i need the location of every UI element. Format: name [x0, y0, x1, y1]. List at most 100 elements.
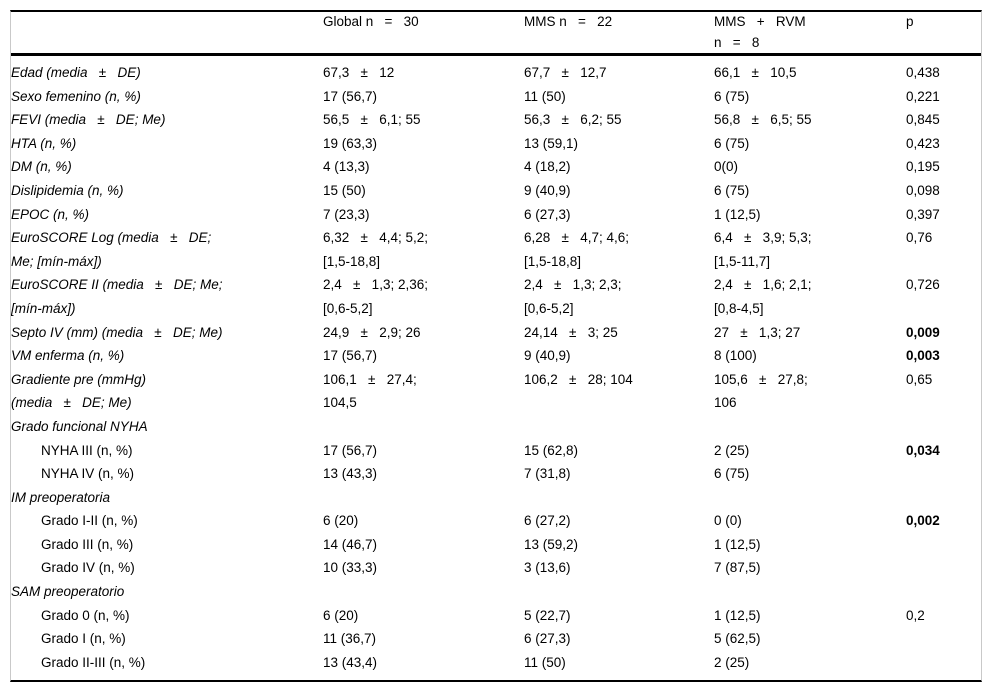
row-label: Grado IV (n, %) — [41, 560, 135, 576]
table-row-grado-ii-iii: Grado II-III (n, %) 13 (43,4) 11 (50) 2 … — [11, 651, 981, 681]
row-label: Gradiente pre (mmHg) (media ± DE; Me) — [11, 371, 147, 411]
cell-global: 19 (63,3) — [323, 135, 378, 151]
cell-mms: 56,3 ± 6,2; 55 — [524, 112, 622, 128]
cell-global: 15 (50) — [323, 182, 366, 198]
cell-p — [906, 533, 981, 557]
cell-mms-rvm: 6 (75) — [714, 135, 750, 151]
cell-mms: 9 (40,9) — [524, 348, 571, 364]
cell-mms: 11 (50) — [524, 88, 566, 104]
cell-mms: 13 (59,2) — [524, 536, 579, 552]
cell-mms-rvm: 1 (12,5) — [714, 607, 761, 623]
cell-p: 0,034 — [906, 442, 940, 458]
cell-global: 17 (56,7) — [323, 88, 378, 104]
cell-p: 0,397 — [906, 206, 940, 222]
table-row-gradiente-pre: Gradiente pre (mmHg) (media ± DE; Me) 10… — [11, 368, 981, 415]
cell-mms-rvm — [714, 415, 906, 439]
cell-p — [906, 486, 981, 510]
cell-mms: 3 (13,6) — [524, 560, 571, 576]
cell-mms: 6 (27,2) — [524, 513, 571, 529]
cell-mms-rvm — [714, 580, 906, 604]
cell-mms-rvm: 1 (12,5) — [714, 206, 761, 222]
cell-p — [906, 580, 981, 604]
cell-mms-rvm: 0(0) — [714, 159, 739, 175]
cell-mms-rvm: 66,1 ± 10,5 — [714, 65, 797, 80]
cell-p: 0,2 — [906, 607, 925, 623]
cell-p: 0,009 — [906, 324, 940, 340]
row-label: Grado 0 (n, %) — [41, 607, 130, 623]
cell-mms-rvm: 1 (12,5) — [714, 536, 761, 552]
row-label: FEVI (media ± DE; Me) — [11, 112, 166, 128]
cell-mms: 4 (18,2) — [524, 159, 571, 175]
cell-global: 56,5 ± 6,1; 55 — [323, 112, 421, 128]
cell-mms-rvm: 2,4 ± 1,6; 2,1; [0,8-4,5] — [714, 277, 812, 316]
table-row-grado-0: Grado 0 (n, %) 6 (20) 5 (22,7) 1 (12,5) … — [11, 604, 981, 628]
cell-p: 0,221 — [906, 88, 940, 104]
row-label: EPOC (n, %) — [11, 206, 90, 222]
cell-p — [906, 462, 981, 486]
row-label: Grado I-II (n, %) — [41, 513, 138, 529]
table-header: Global n = 30 MMS n = 22 MMS + RVM n = 8… — [11, 12, 981, 56]
cell-mms-rvm: 8 (100) — [714, 348, 757, 364]
row-label: EuroSCORE Log (media ± DE; Me; [mín-máx]… — [11, 230, 212, 269]
table-row-grado-i-ii: Grado I-II (n, %) 6 (20) 6 (27,2) 0 (0) … — [11, 509, 981, 533]
cell-mms — [524, 486, 714, 510]
cell-global — [323, 486, 524, 510]
column-header-mms-rvm: MMS + RVM n = 8 — [714, 12, 906, 56]
clinical-comparison-table-frame: Global n = 30 MMS n = 22 MMS + RVM n = 8… — [10, 10, 982, 682]
cell-mms: 106,2 ± 28; 104 — [524, 371, 633, 387]
cell-mms-rvm — [714, 486, 906, 510]
cell-global: 10 (33,3) — [323, 560, 378, 576]
row-label: Dislipidemia (n, %) — [11, 182, 124, 198]
cell-p: 0,195 — [906, 159, 940, 175]
column-header-global: Global n = 30 — [323, 12, 524, 56]
row-label: DM (n, %) — [11, 159, 72, 175]
row-label: NYHA IV (n, %) — [41, 466, 135, 482]
cell-mms-rvm: 2 (25) — [714, 654, 750, 670]
table-row-fevi: FEVI (media ± DE; Me) 56,5 ± 6,1; 55 56,… — [11, 108, 981, 132]
row-label: Grado I (n, %) — [41, 631, 126, 647]
row-label: Edad (media ± DE) — [11, 65, 141, 80]
cell-mms-rvm: 2 (25) — [714, 442, 750, 458]
cell-mms: 6,28 ± 4,7; 4,6; [1,5-18,8] — [524, 230, 629, 269]
cell-mms: 5 (22,7) — [524, 607, 571, 623]
cell-global: 6 (20) — [323, 513, 359, 529]
column-header-p: p — [906, 12, 981, 56]
cell-global: 14 (46,7) — [323, 536, 378, 552]
header-row: Global n = 30 MMS n = 22 MMS + RVM n = 8… — [11, 12, 981, 56]
cell-global: 6,32 ± 4,4; 5,2; [1,5-18,8] — [323, 230, 428, 269]
row-label: NYHA III (n, %) — [41, 442, 133, 458]
row-label: Sexo femenino (n, %) — [11, 88, 141, 104]
cell-mms: 6 (27,3) — [524, 206, 571, 222]
cell-mms-rvm: 6 (75) — [714, 466, 750, 482]
cell-global — [323, 580, 524, 604]
cell-global: 17 (56,7) — [323, 348, 378, 364]
cell-mms-rvm: 56,8 ± 6,5; 55 — [714, 112, 812, 128]
row-label: Grado II-III (n, %) — [41, 654, 146, 670]
table-row-nyha-iii: NYHA III (n, %) 17 (56,7) 15 (62,8) 2 (2… — [11, 439, 981, 463]
table-row-euroscore-ii: EuroSCORE II (media ± DE; Me; [mín-máx])… — [11, 273, 981, 320]
cell-p: 0,438 — [906, 65, 940, 80]
cell-global: 6 (20) — [323, 607, 359, 623]
section-row-im-preoperatoria: IM preoperatoria — [11, 486, 981, 510]
table-row-nyha-iv: NYHA IV (n, %) 13 (43,3) 7 (31,8) 6 (75) — [11, 462, 981, 486]
table-row-sexo-femenino: Sexo femenino (n, %) 17 (56,7) 11 (50) 6… — [11, 85, 981, 109]
cell-global: 4 (13,3) — [323, 159, 370, 175]
cell-p: 0,726 — [906, 277, 940, 293]
cell-p: 0,65 — [906, 371, 933, 387]
clinical-comparison-table: Global n = 30 MMS n = 22 MMS + RVM n = 8… — [11, 12, 981, 680]
cell-p — [906, 556, 981, 580]
table-row-septo-iv: Septo IV (mm) (media ± DE; Me) 24,9 ± 2,… — [11, 321, 981, 345]
cell-mms-rvm: 5 (62,5) — [714, 631, 761, 647]
table-row-epoc: EPOC (n, %) 7 (23,3) 6 (27,3) 1 (12,5) 0… — [11, 203, 981, 227]
cell-global: 2,4 ± 1,3; 2,36; [0,6-5,2] — [323, 277, 428, 316]
table-row-dm: DM (n, %) 4 (13,3) 4 (18,2) 0(0) 0,195 — [11, 155, 981, 179]
cell-mms-rvm: 6 (75) — [714, 182, 750, 198]
row-label: Grado III (n, %) — [41, 536, 134, 552]
table-row-grado-iii: Grado III (n, %) 14 (46,7) 13 (59,2) 1 (… — [11, 533, 981, 557]
table-row-edad: Edad (media ± DE) 67,3 ± 12 67,7 ± 12,7 … — [11, 55, 981, 85]
cell-mms — [524, 415, 714, 439]
cell-mms: 67,7 ± 12,7 — [524, 65, 607, 80]
cell-mms-rvm: 6,4 ± 3,9; 5,3; [1,5-11,7] — [714, 230, 812, 269]
cell-mms-rvm: 105,6 ± 27,8; 106 — [714, 371, 808, 411]
table-row-euroscore-log: EuroSCORE Log (media ± DE; Me; [mín-máx]… — [11, 226, 981, 273]
